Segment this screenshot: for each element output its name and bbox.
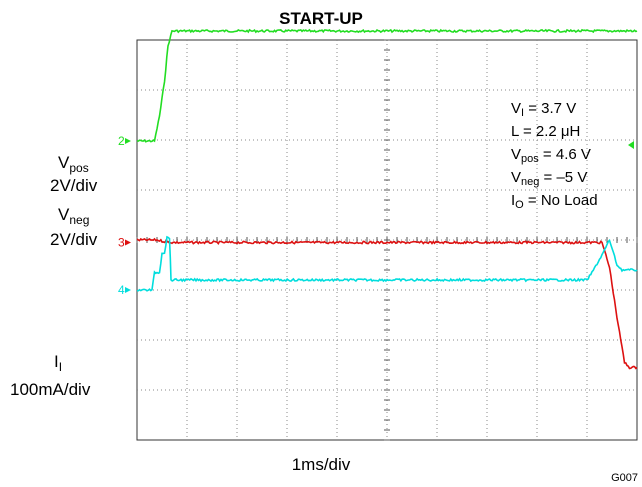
channel-marker-4: 4 [118, 283, 125, 297]
annotation-text: I [511, 192, 516, 209]
channel-marker-arrow [125, 138, 131, 144]
annotation-line: Vpos = 4.6 V [511, 146, 591, 165]
annotation-text: V [511, 100, 522, 117]
annotation-subscript: pos [521, 153, 539, 165]
channel-marker-arrow [125, 287, 131, 293]
channel-marker-2: 2 [118, 134, 125, 148]
annotation-subscript: neg [521, 176, 540, 188]
annotation-text: V [511, 146, 522, 163]
x-axis-label: 1ms/div [291, 455, 351, 474]
figure-code: G007 [611, 472, 638, 484]
annotation-text: V [511, 169, 522, 186]
trace-ii [136, 235, 638, 292]
annotation-line: IO = No Load [511, 192, 598, 211]
vneg-scale-label: 2V/div [50, 230, 98, 249]
channel-marker-3: 3 [118, 236, 125, 250]
chart-title: START-UP [279, 9, 363, 28]
trace-vneg [136, 237, 638, 370]
annotation-text: L = 2.2 [511, 123, 561, 140]
annotation-value: = No Load [523, 192, 598, 209]
annotation-value: = 4.6 V [538, 146, 591, 163]
current-channel-label: II [54, 352, 63, 374]
annotation-value: = 3.7 V [524, 100, 577, 117]
annotation-subscript: I [521, 107, 525, 119]
vneg-channel-label: Vneg [58, 205, 90, 227]
vpos-channel-label: Vpos [58, 153, 89, 175]
trace-vpos [136, 28, 638, 143]
annotation-value: μH [560, 123, 581, 140]
annotation-line: L = 2.2 μH [511, 123, 580, 140]
annotation-value: = –5 V [539, 169, 588, 186]
trigger-level-arrow [628, 141, 634, 149]
vpos-scale-label: 2V/div [50, 176, 98, 195]
annotation-subscript: O [515, 199, 524, 211]
annotation-line: VI = 3.7 V [511, 100, 577, 119]
annotation-line: Vneg = –5 V [511, 169, 588, 188]
channel-marker-arrow [125, 239, 131, 246]
current-scale-label: 100mA/div [10, 380, 91, 399]
